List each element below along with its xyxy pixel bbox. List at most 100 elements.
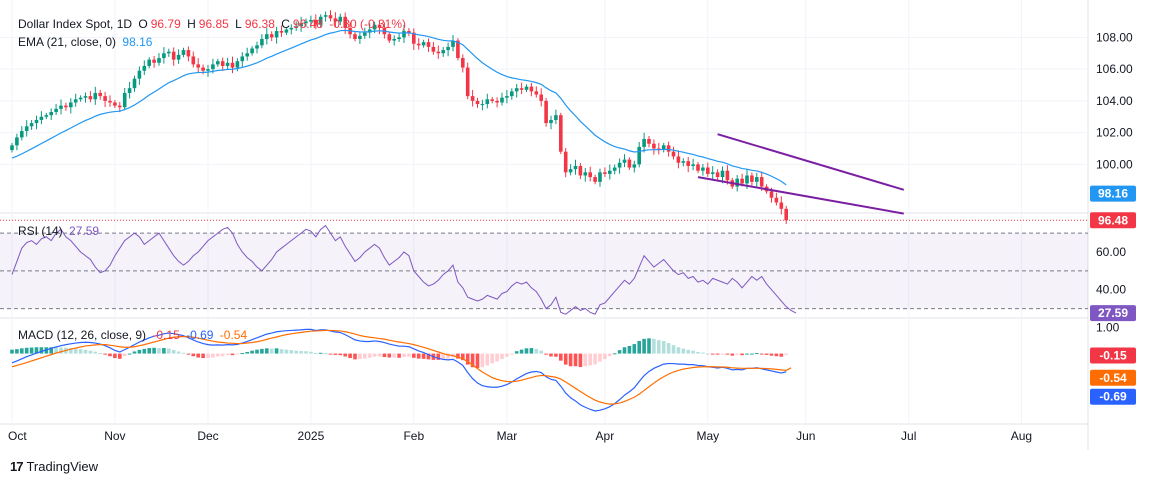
macd-histogram-bar: [309, 351, 313, 354]
ema-legend: EMA (21, close, 0) 98.16: [18, 35, 155, 49]
macd-histogram-bar: [265, 348, 269, 354]
candle-body: [20, 131, 24, 138]
macd-histogram-bar: [750, 353, 754, 355]
candle-body: [676, 156, 681, 163]
macd-histogram-bar: [485, 353, 490, 366]
change-value: -0.30 (-0.31%): [329, 17, 406, 31]
candle-body: [181, 50, 186, 55]
macd-histogram-bar: [353, 353, 357, 360]
candle-body: [206, 69, 210, 71]
candle-body: [338, 16, 343, 22]
macd-histogram-bar: [696, 352, 700, 354]
macd-histogram-bar: [539, 350, 543, 354]
candle-body: [603, 172, 607, 174]
macd-histogram-bar: [323, 353, 328, 355]
candle-body: [10, 145, 14, 151]
candle-body: [49, 112, 53, 116]
macd-histogram-bar: [196, 353, 200, 358]
price-pane: 98.16 96.48: [0, 10, 1136, 229]
macd-histogram-bar: [24, 347, 29, 354]
candle-body: [147, 59, 151, 66]
candle-body: [519, 88, 524, 90]
candle-body: [137, 70, 142, 79]
macd-histogram-bar: [93, 351, 98, 354]
x-tick-label: Jun: [796, 429, 815, 443]
x-tick-label: Oct: [8, 429, 27, 443]
candle-body: [505, 96, 509, 98]
macd-histogram-bar: [250, 350, 254, 354]
candle-body: [260, 38, 264, 46]
macd-histogram-bar: [392, 353, 396, 358]
candle-body: [583, 172, 588, 176]
macd-histogram-bar: [211, 353, 215, 358]
rsi-label: RSI (14): [18, 224, 63, 238]
candle-body: [103, 96, 107, 101]
candle-body: [475, 100, 480, 105]
candle-body: [568, 169, 573, 173]
rsi-tag: 27.59: [1098, 306, 1128, 320]
high-label: H: [187, 17, 196, 31]
ema-price-tag: 98.16: [1098, 187, 1128, 201]
candle-body: [59, 105, 63, 109]
price-tick-label: 106.00: [1096, 62, 1133, 76]
macd-line-tag: -0.69: [1099, 390, 1127, 404]
macd-histogram-bar: [29, 347, 34, 354]
candle-body: [637, 146, 641, 165]
macd-histogram-bar: [132, 351, 137, 354]
x-tick-label: 2025: [298, 429, 325, 443]
macd-histogram-bar: [603, 353, 607, 360]
macd-histogram-bar: [617, 350, 622, 354]
macd-histogram-bar: [274, 348, 279, 354]
rsi-tick-label: 60.00: [1096, 245, 1126, 259]
candle-body: [113, 102, 117, 106]
macd-histogram-bar: [363, 353, 367, 359]
candle-body: [274, 31, 279, 38]
macd-histogram-bar: [377, 353, 382, 357]
candle-body: [559, 115, 563, 152]
macd-histogram-bar: [691, 350, 695, 354]
macd-histogram-bar: [372, 353, 377, 357]
candle-body: [377, 24, 382, 28]
macd-histogram-bar: [10, 349, 14, 354]
macd-histogram-bar: [279, 349, 284, 354]
macd-histogram-bar: [412, 353, 416, 358]
candle-body: [627, 159, 632, 168]
open-label: O: [138, 17, 148, 31]
candle-body: [323, 15, 328, 17]
candle-body: [167, 51, 171, 54]
macd-histogram-bar: [647, 338, 651, 354]
macd-histogram-bar: [642, 338, 646, 354]
macd-histogram-bar: [98, 353, 102, 355]
macd-histogram-bar: [162, 348, 166, 354]
macd-histogram-bar: [15, 349, 19, 354]
candle-body: [245, 53, 249, 57]
tradingview-footer[interactable]: 17 TradingView: [10, 459, 98, 474]
candle-body: [524, 86, 529, 90]
candle-body: [372, 24, 377, 30]
symbol-title: Dollar Index Spot, 1D: [18, 17, 133, 31]
macd-histogram-bar: [529, 348, 534, 354]
x-tick-label: Apr: [596, 429, 615, 443]
macd-histogram-bar: [588, 353, 592, 366]
candle-body: [436, 51, 441, 54]
macd-histogram-bar: [710, 353, 715, 355]
macd-histogram-bar: [534, 348, 539, 354]
candle-body: [171, 51, 176, 60]
macd-histogram-bar: [49, 347, 53, 354]
macd-histogram-bar: [338, 353, 343, 356]
candle-body: [686, 161, 690, 166]
macd-signal-value: -0.54: [219, 328, 248, 342]
candle-body: [29, 123, 34, 127]
macd-histogram-bar: [500, 353, 504, 360]
macd-histogram-bar: [554, 353, 558, 357]
macd-histogram-bar: [328, 353, 333, 355]
candle-body: [343, 16, 347, 28]
candle-body: [622, 159, 627, 163]
macd-histogram-bar: [176, 351, 181, 354]
macd-histogram-bar: [559, 353, 563, 361]
candle-body: [779, 202, 784, 209]
macd-histogram-bar: [34, 347, 39, 354]
candle-body: [358, 35, 362, 39]
macd-histogram-bar: [245, 352, 249, 354]
